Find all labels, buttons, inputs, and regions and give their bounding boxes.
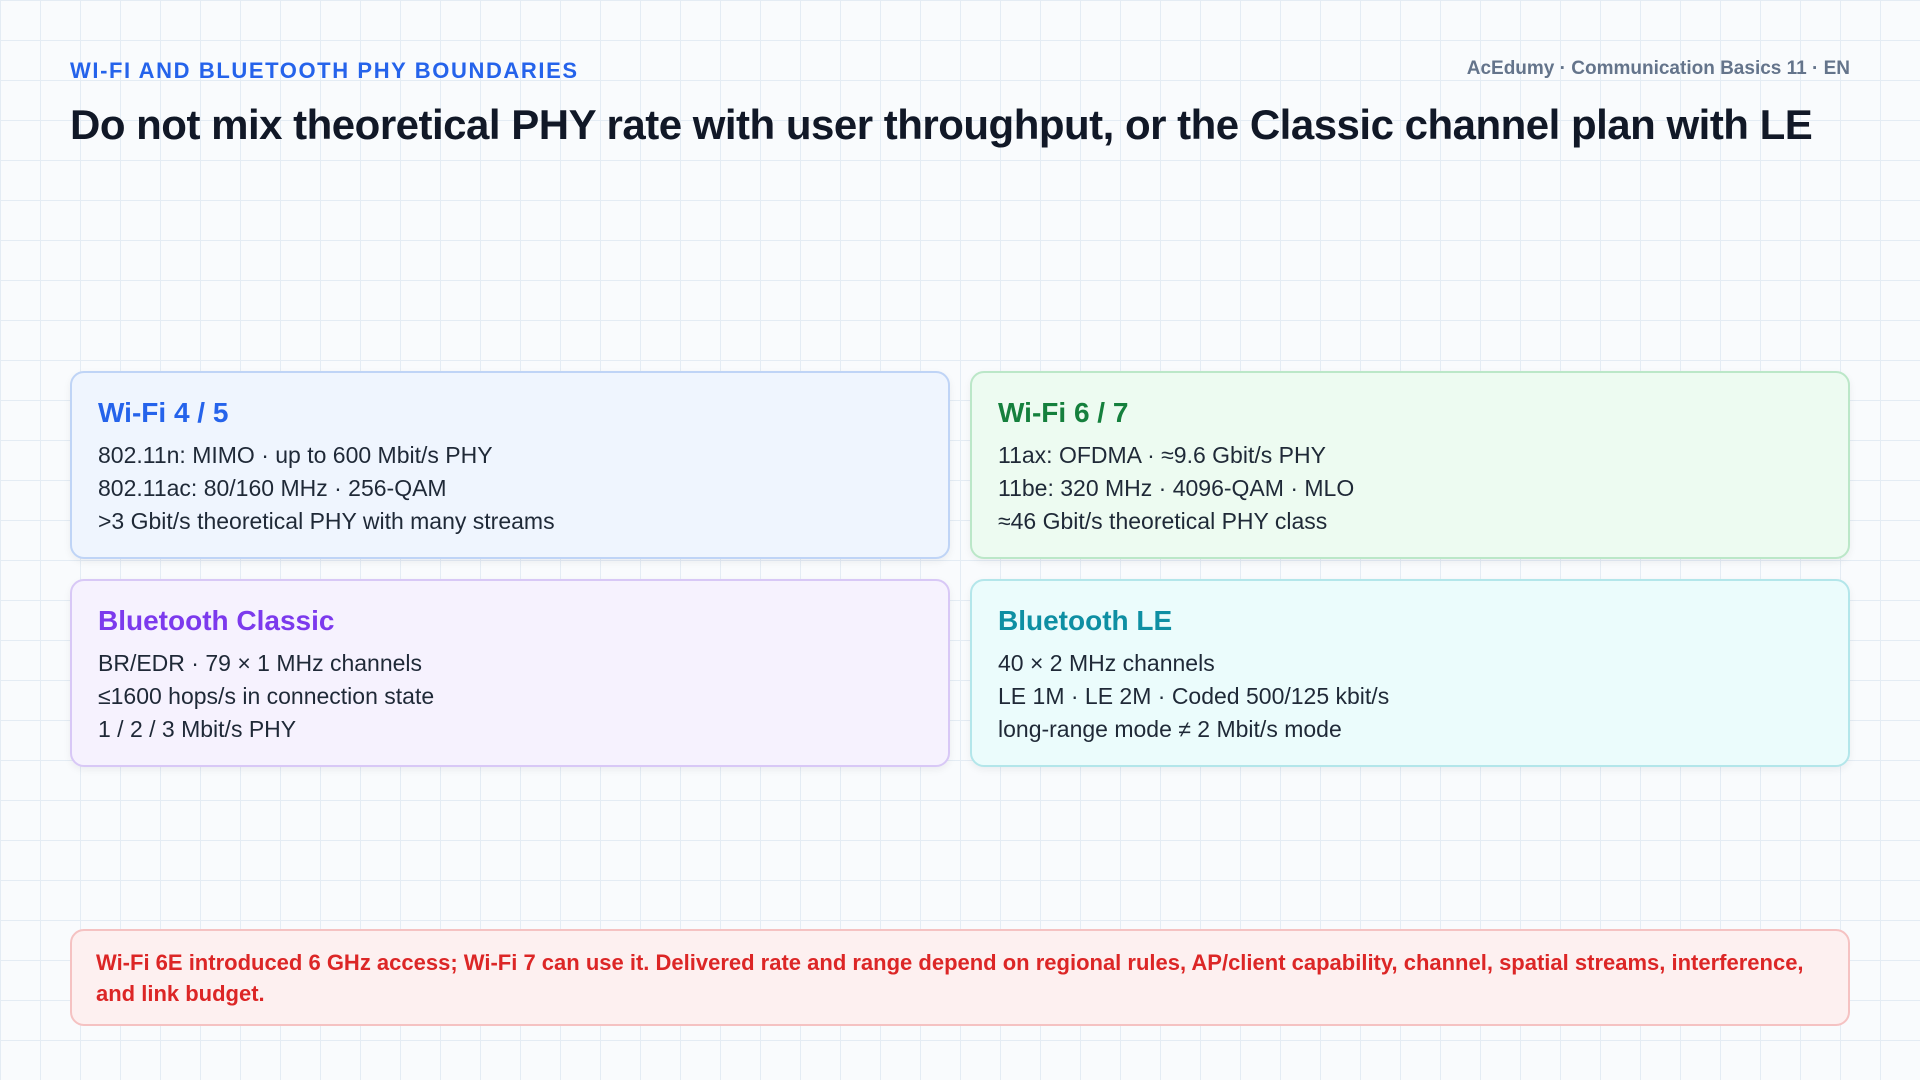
card-line: 11ax: OFDMA · ≈9.6 Gbit/s PHY bbox=[998, 442, 1326, 468]
section-kicker: WI-FI AND BLUETOOTH PHY BOUNDARIES bbox=[70, 58, 579, 83]
card-line: 1 / 2 / 3 Mbit/s PHY bbox=[98, 716, 297, 742]
card-line: LE 1M · LE 2M · Coded 500/125 kbit/s bbox=[998, 683, 1390, 709]
course-meta: AcEdumy · Communication Basics 11 · EN bbox=[1466, 58, 1850, 79]
card-bluetooth-le: Bluetooth LE 40 × 2 MHz channels LE 1M ·… bbox=[970, 579, 1850, 767]
card-line: 11be: 320 MHz · 4096-QAM · MLO bbox=[998, 475, 1355, 501]
card-line: ≤1600 hops/s in connection state bbox=[98, 683, 435, 709]
card-title: Bluetooth LE bbox=[998, 605, 1173, 636]
warning-note: Wi-Fi 6E introduced 6 GHz access; Wi-Fi … bbox=[70, 929, 1850, 1026]
card-title: Wi-Fi 6 / 7 bbox=[998, 397, 1129, 428]
card-line: 40 × 2 MHz channels bbox=[998, 650, 1215, 676]
card-bluetooth-classic: Bluetooth Classic BR/EDR · 79 × 1 MHz ch… bbox=[70, 579, 950, 767]
card-wifi-4-5: Wi-Fi 4 / 5 802.11n: MIMO · up to 600 Mb… bbox=[70, 371, 950, 559]
card-line: 802.11ac: 80/160 MHz · 256-QAM bbox=[98, 475, 447, 501]
card-wifi-6-7: Wi-Fi 6 / 7 11ax: OFDMA · ≈9.6 Gbit/s PH… bbox=[970, 371, 1850, 559]
card-title: Wi-Fi 4 / 5 bbox=[98, 397, 229, 428]
card-line: ≈46 Gbit/s theoretical PHY class bbox=[998, 508, 1328, 534]
card-line: 802.11n: MIMO · up to 600 Mbit/s PHY bbox=[98, 442, 493, 468]
card-line: >3 Gbit/s theoretical PHY with many stre… bbox=[98, 508, 555, 534]
card-line: BR/EDR · 79 × 1 MHz channels bbox=[98, 650, 423, 676]
card-line: long-range mode ≠ 2 Mbit/s mode bbox=[998, 716, 1342, 742]
card-title: Bluetooth Classic bbox=[98, 605, 335, 636]
page-title: Do not mix theoretical PHY rate with use… bbox=[70, 101, 1813, 148]
